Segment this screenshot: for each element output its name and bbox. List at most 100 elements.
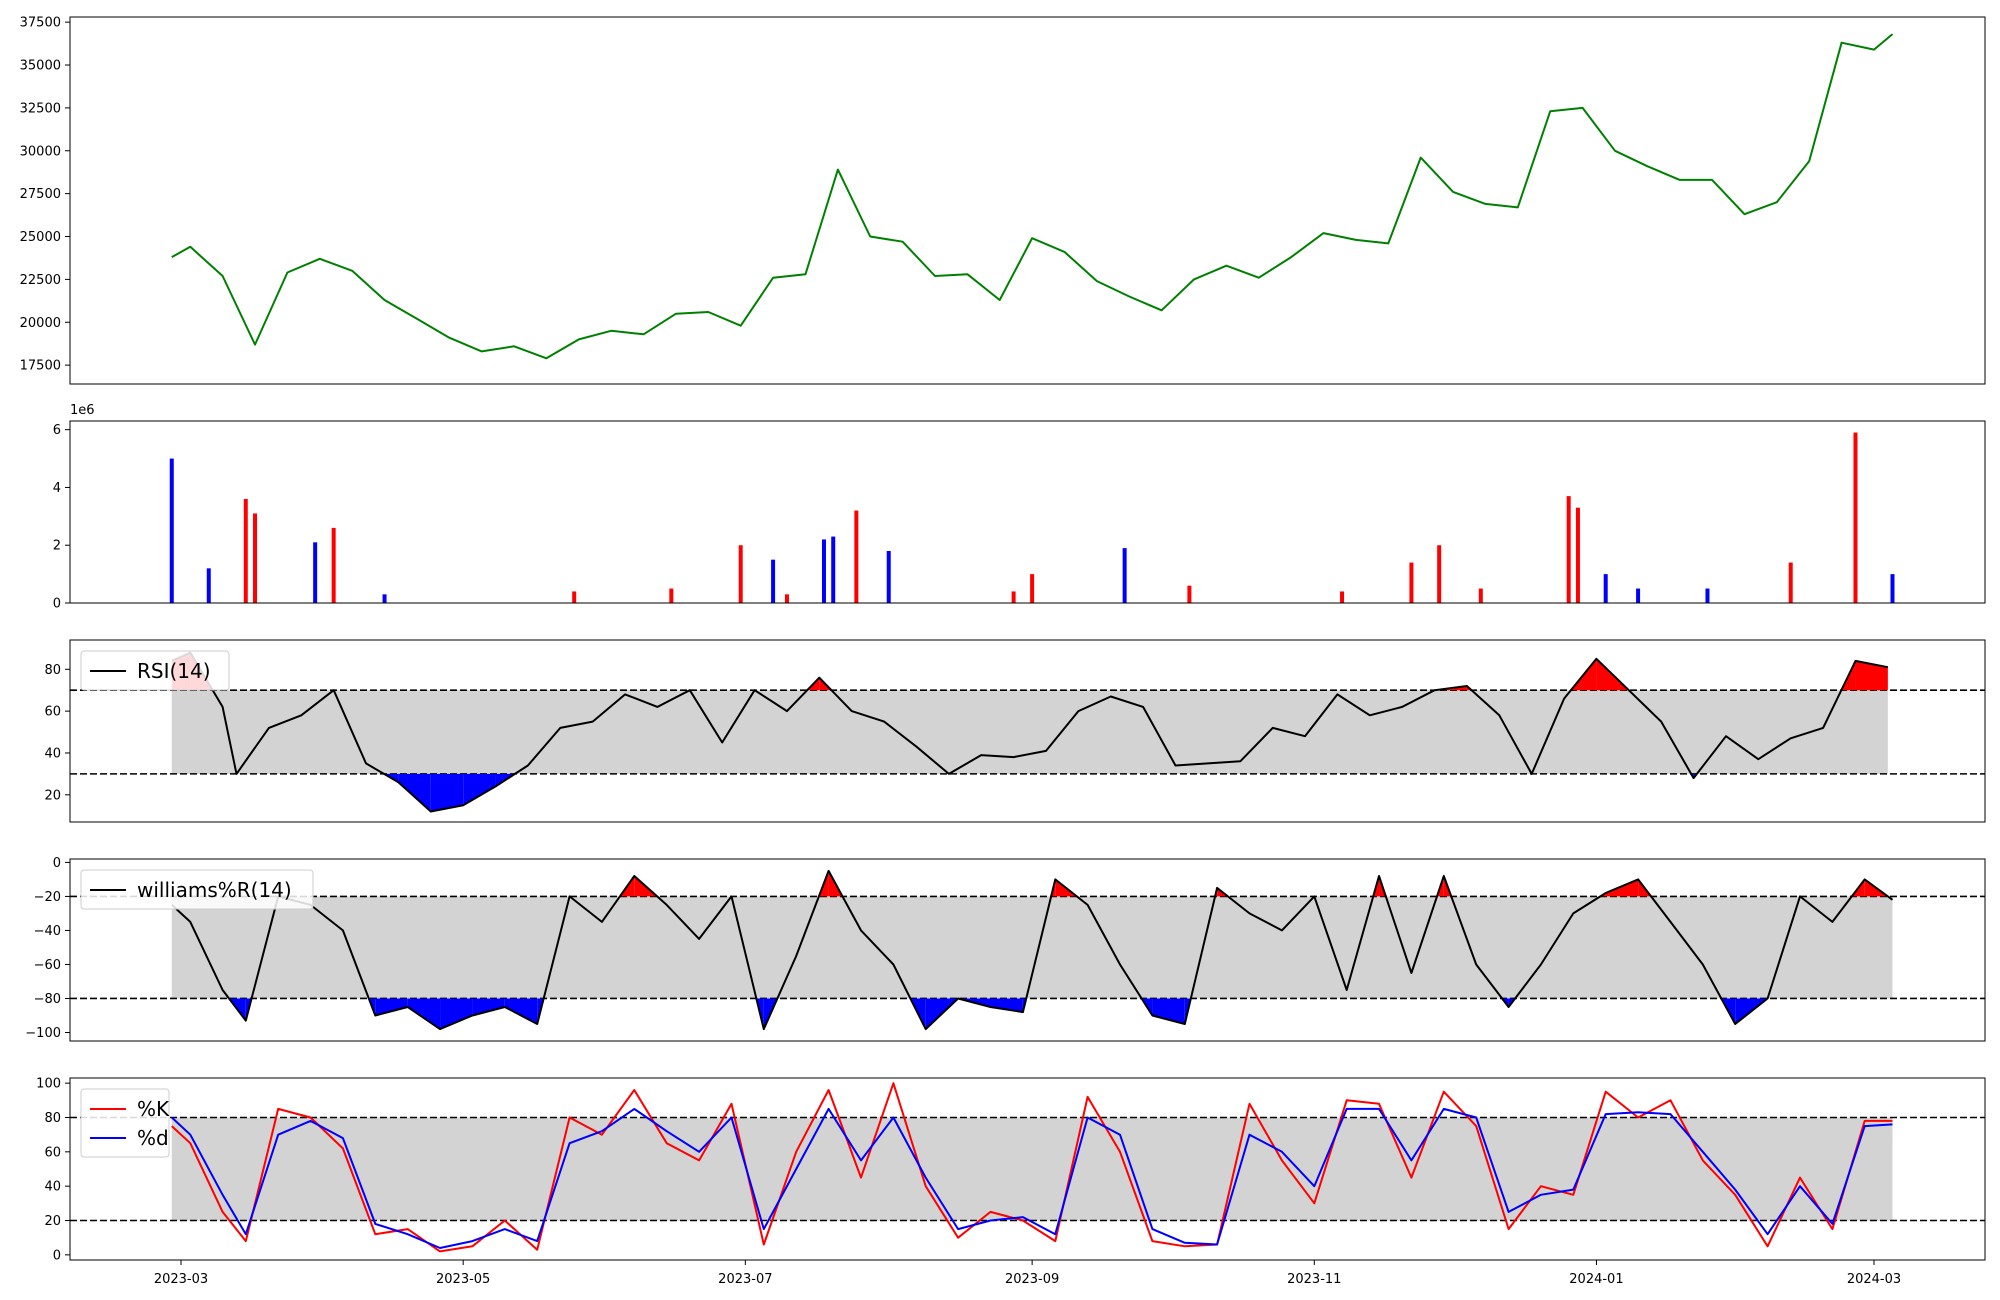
volume-bar	[253, 513, 258, 603]
volume-bar	[669, 588, 674, 603]
RSI(14)-line	[171, 651, 1889, 813]
y-tick-label: 40	[44, 746, 61, 761]
stochastic-panel: %K %d 0 20 40 60 80 100	[36, 1077, 1986, 1263]
y-tick-label: 20000	[20, 316, 61, 331]
volume-bar	[1478, 588, 1483, 603]
oversold-fill	[504, 998, 538, 1024]
legend-label: williams%R(14)	[137, 878, 292, 902]
volume-bar	[206, 568, 211, 603]
price-panel: 17500 20000 22500 25000 27500 30000 32500 35000…	[20, 16, 1986, 385]
y-tick-label: 0	[53, 856, 61, 871]
oversold-fill	[430, 773, 464, 812]
overbought-fill	[1855, 660, 1888, 691]
x-tick-label: 2024-01	[1569, 1272, 1623, 1287]
legend-label: RSI(14)	[137, 659, 211, 683]
volume-bar	[784, 594, 789, 603]
y-tick-label: 30000	[20, 144, 61, 159]
volume-bar	[1030, 574, 1035, 603]
neutral-band	[171, 1117, 1893, 1221]
date-axis: 2023-03 2023-05 2023-07 2023-09 2023-11 2024-…	[154, 1260, 1901, 1287]
volume-bar	[1636, 588, 1641, 603]
price-line	[171, 33, 1894, 360]
y-tick-label: 100	[36, 1077, 61, 1092]
y-tick-label: 4	[53, 481, 61, 496]
y-tick-label: 17500	[20, 359, 61, 374]
legend-label: %K	[137, 1097, 170, 1121]
x-tick-label: 2024-03	[1847, 1272, 1901, 1287]
legend-box	[80, 869, 314, 910]
oversold-fill	[398, 773, 431, 812]
y-tick-label: 40	[44, 1180, 61, 1195]
y-tick-label: −60	[34, 958, 61, 973]
y-tick-label: 80	[44, 663, 61, 678]
oversold-fill	[440, 998, 473, 1030]
plot-frame	[69, 420, 1986, 604]
legend-label: %d	[137, 1126, 169, 1150]
y-tick-label: 60	[44, 705, 61, 720]
y-tick-label: −20	[34, 890, 61, 905]
volume-bar	[831, 536, 836, 603]
volume-bar	[854, 510, 859, 603]
volume-bar	[382, 594, 387, 603]
legend-box	[80, 1088, 170, 1158]
volume-bar	[313, 542, 318, 603]
x-tick-label: 2023-09	[1005, 1272, 1059, 1287]
oversold-fill	[1152, 998, 1185, 1024]
volume-bar	[738, 545, 743, 603]
volume-bar	[1575, 507, 1580, 603]
volume-bar	[1187, 585, 1192, 603]
y-tick-label: 80	[44, 1111, 61, 1126]
oversold-fill	[463, 773, 496, 806]
volume-bar	[821, 539, 826, 603]
y-tick-label: −80	[34, 992, 61, 1007]
williams%R(14)-line	[171, 869, 1894, 1031]
%K-line	[171, 1082, 1893, 1253]
rsi-panel: RSI(14) 20 40 60 80	[44, 639, 1986, 823]
y-tick-label: 27500	[20, 187, 61, 202]
volume-bar	[1340, 591, 1345, 603]
y-tick-label: 22500	[20, 273, 61, 288]
legend-box	[80, 650, 230, 691]
volume-bar	[1853, 432, 1858, 603]
x-tick-label: 2023-11	[1287, 1272, 1341, 1287]
volume-bar	[1122, 548, 1127, 603]
volume-bar	[1437, 545, 1442, 603]
oversold-fill	[472, 998, 505, 1016]
x-tick-label: 2023-03	[154, 1272, 208, 1287]
plot-frame	[69, 639, 1986, 823]
y-tick-label: 20	[44, 1214, 61, 1229]
y-tick-label: 2	[53, 539, 61, 554]
williams-panel: williams%R(14) 0 −20 −40 −60 −80 −100	[25, 856, 1986, 1042]
volume-scale-label: 1e6	[70, 403, 95, 418]
volume-bar	[169, 458, 174, 603]
y-tick-label: 20	[44, 788, 61, 803]
neutral-band	[171, 896, 1893, 999]
volume-bar	[1409, 562, 1414, 603]
y-tick-label: 0	[53, 1248, 61, 1263]
volume-bar	[886, 551, 891, 603]
volume-bar	[1011, 591, 1016, 603]
y-tick-label: 6	[53, 423, 61, 438]
x-tick-label: 2023-07	[718, 1272, 772, 1287]
%d-line	[171, 1107, 1893, 1249]
y-tick-label: 0	[53, 597, 61, 612]
y-tick-label: 60	[44, 1145, 61, 1160]
oversold-fill	[407, 998, 441, 1030]
volume-panel: 1e6 0 2 4 6	[53, 403, 1986, 612]
plot-frame	[69, 858, 1986, 1042]
neutral-band	[171, 690, 1888, 774]
volume-bar	[1890, 574, 1895, 603]
volume-bar	[572, 591, 577, 603]
volume-bar	[1788, 562, 1793, 603]
y-tick-label: 37500	[20, 16, 61, 31]
y-tick-label: −40	[34, 924, 61, 939]
volume-bar	[1603, 574, 1608, 603]
plot-frame	[69, 1077, 1986, 1261]
y-tick-label: 35000	[20, 59, 61, 74]
oversold-fill	[990, 998, 1023, 1013]
volume-bar	[1705, 588, 1710, 603]
x-tick-label: 2023-05	[436, 1272, 490, 1287]
volume-bar	[331, 527, 336, 603]
y-tick-label: −100	[25, 1026, 61, 1041]
